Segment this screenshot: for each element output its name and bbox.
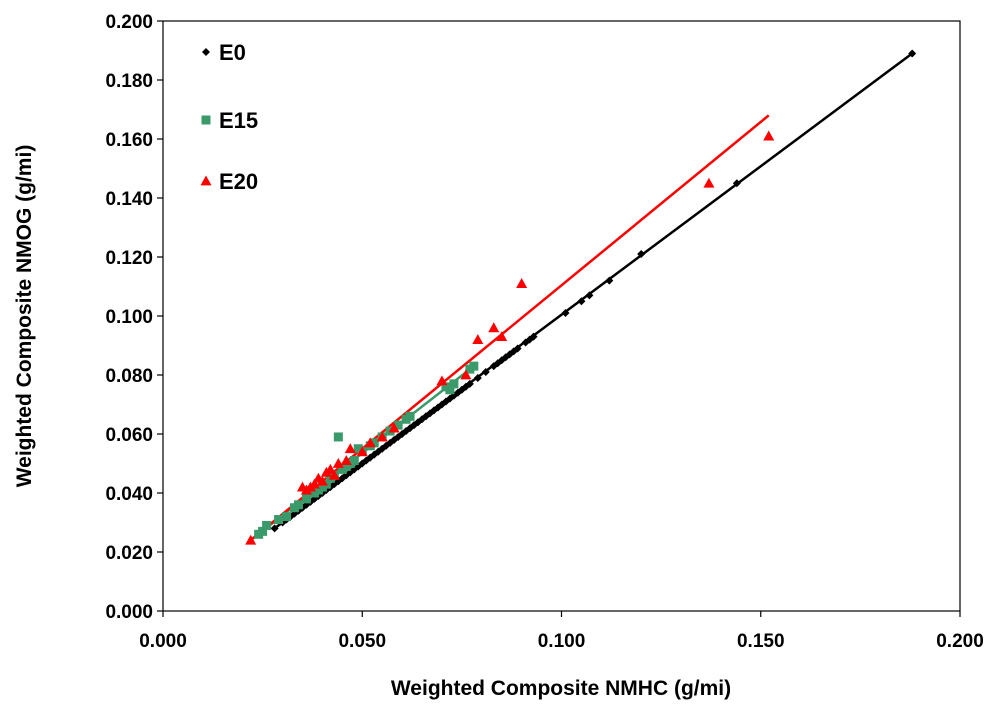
data-point-e20 bbox=[356, 446, 368, 457]
data-point-e15 bbox=[293, 500, 303, 510]
trendline-e20 bbox=[249, 114, 770, 542]
y-axis: 0.000 0.020 0.040 0.060 0.080 0.100 0.120 0.140… bbox=[105, 12, 163, 623]
y-tick-label: 0.100 bbox=[105, 307, 153, 328]
data-point-e0 bbox=[732, 179, 741, 188]
x-tick-label: 0.150 bbox=[737, 631, 785, 652]
data-point-e15 bbox=[405, 411, 415, 421]
y-tick-label: 0.160 bbox=[105, 130, 153, 151]
y-tick-label: 0.020 bbox=[105, 543, 153, 564]
data-point-e15 bbox=[349, 456, 359, 466]
data-point-e0 bbox=[585, 291, 594, 300]
data-point-e20 bbox=[316, 475, 328, 486]
y-tick-label: 0.080 bbox=[105, 366, 153, 387]
data-point-e0 bbox=[465, 379, 474, 388]
x-tick-label: 0.050 bbox=[338, 631, 386, 652]
data-point-e0 bbox=[908, 49, 917, 58]
data-point-e20 bbox=[763, 130, 775, 141]
data-point-e20 bbox=[703, 177, 715, 188]
legend-label-e0: E0 bbox=[219, 40, 246, 65]
data-point-e20 bbox=[436, 375, 448, 386]
data-point-e20 bbox=[516, 278, 528, 288]
data-point-e20 bbox=[496, 331, 508, 342]
data-point-e0 bbox=[473, 373, 482, 382]
data-point-e0 bbox=[529, 332, 538, 341]
data-point-e20 bbox=[388, 422, 400, 433]
data-point-e20 bbox=[488, 322, 500, 333]
data-point-e20 bbox=[308, 478, 320, 489]
data-point-e15 bbox=[449, 379, 459, 389]
data-point-e20 bbox=[460, 369, 472, 380]
y-tick-label: 0.120 bbox=[105, 248, 153, 269]
data-point-e15 bbox=[369, 438, 379, 448]
data-point-e20 bbox=[364, 437, 376, 448]
x-tick-label: 0.000 bbox=[139, 631, 187, 652]
data-point-e0 bbox=[561, 309, 570, 318]
data-point-e20 bbox=[328, 469, 340, 480]
data-point-e20 bbox=[332, 458, 344, 468]
data-point-e0 bbox=[577, 297, 586, 306]
data-point-e15 bbox=[274, 515, 284, 525]
y-tick-label: 0.180 bbox=[105, 71, 153, 92]
data-point-e0 bbox=[270, 524, 279, 533]
data-point-e15 bbox=[282, 512, 292, 522]
legend-label-e20: E20 bbox=[219, 169, 258, 194]
y-tick-label: 0.140 bbox=[105, 189, 153, 210]
x-tick-label: 0.100 bbox=[538, 631, 586, 652]
data-point-e15 bbox=[393, 420, 403, 430]
data-point-e20 bbox=[324, 463, 336, 474]
legend-marker-e20 bbox=[200, 175, 212, 186]
data-point-e20 bbox=[344, 443, 356, 454]
legend-marker-e0 bbox=[202, 48, 210, 56]
data-point-e15 bbox=[469, 361, 479, 371]
x-axis-title: Weighted Composite NMHC (g/mi) bbox=[391, 677, 731, 700]
x-axis: 0.000 0.050 0.100 0.150 0.200 bbox=[139, 611, 984, 652]
legend: E0 E15 E20 bbox=[200, 40, 258, 194]
data-point-e0 bbox=[290, 509, 299, 518]
data-point-e0 bbox=[481, 368, 490, 377]
y-tick-label: 0.000 bbox=[105, 602, 153, 623]
x-tick-label: 0.200 bbox=[936, 631, 984, 652]
data-point-e15 bbox=[333, 432, 343, 442]
y-axis-title: Weighted Composite NMOG (g/mi) bbox=[13, 145, 36, 488]
series-e0 bbox=[270, 49, 917, 533]
data-point-e0 bbox=[637, 250, 646, 259]
data-point-e20 bbox=[376, 431, 388, 442]
y-tick-label: 0.200 bbox=[105, 12, 153, 33]
data-point-e15 bbox=[258, 526, 268, 536]
data-points bbox=[245, 49, 917, 545]
series-e20 bbox=[245, 130, 775, 545]
data-point-e20 bbox=[472, 334, 484, 344]
data-point-e15 bbox=[262, 520, 272, 530]
data-point-e20 bbox=[245, 534, 257, 545]
y-tick-label: 0.040 bbox=[105, 484, 153, 505]
legend-marker-e15 bbox=[201, 115, 211, 125]
y-tick-label: 0.060 bbox=[105, 425, 153, 446]
data-point-e20 bbox=[340, 455, 352, 465]
data-point-e15 bbox=[445, 385, 455, 395]
data-point-e0 bbox=[513, 344, 522, 353]
data-point-e0 bbox=[605, 276, 614, 285]
data-point-e15 bbox=[301, 494, 311, 504]
legend-label-e15: E15 bbox=[219, 108, 258, 133]
